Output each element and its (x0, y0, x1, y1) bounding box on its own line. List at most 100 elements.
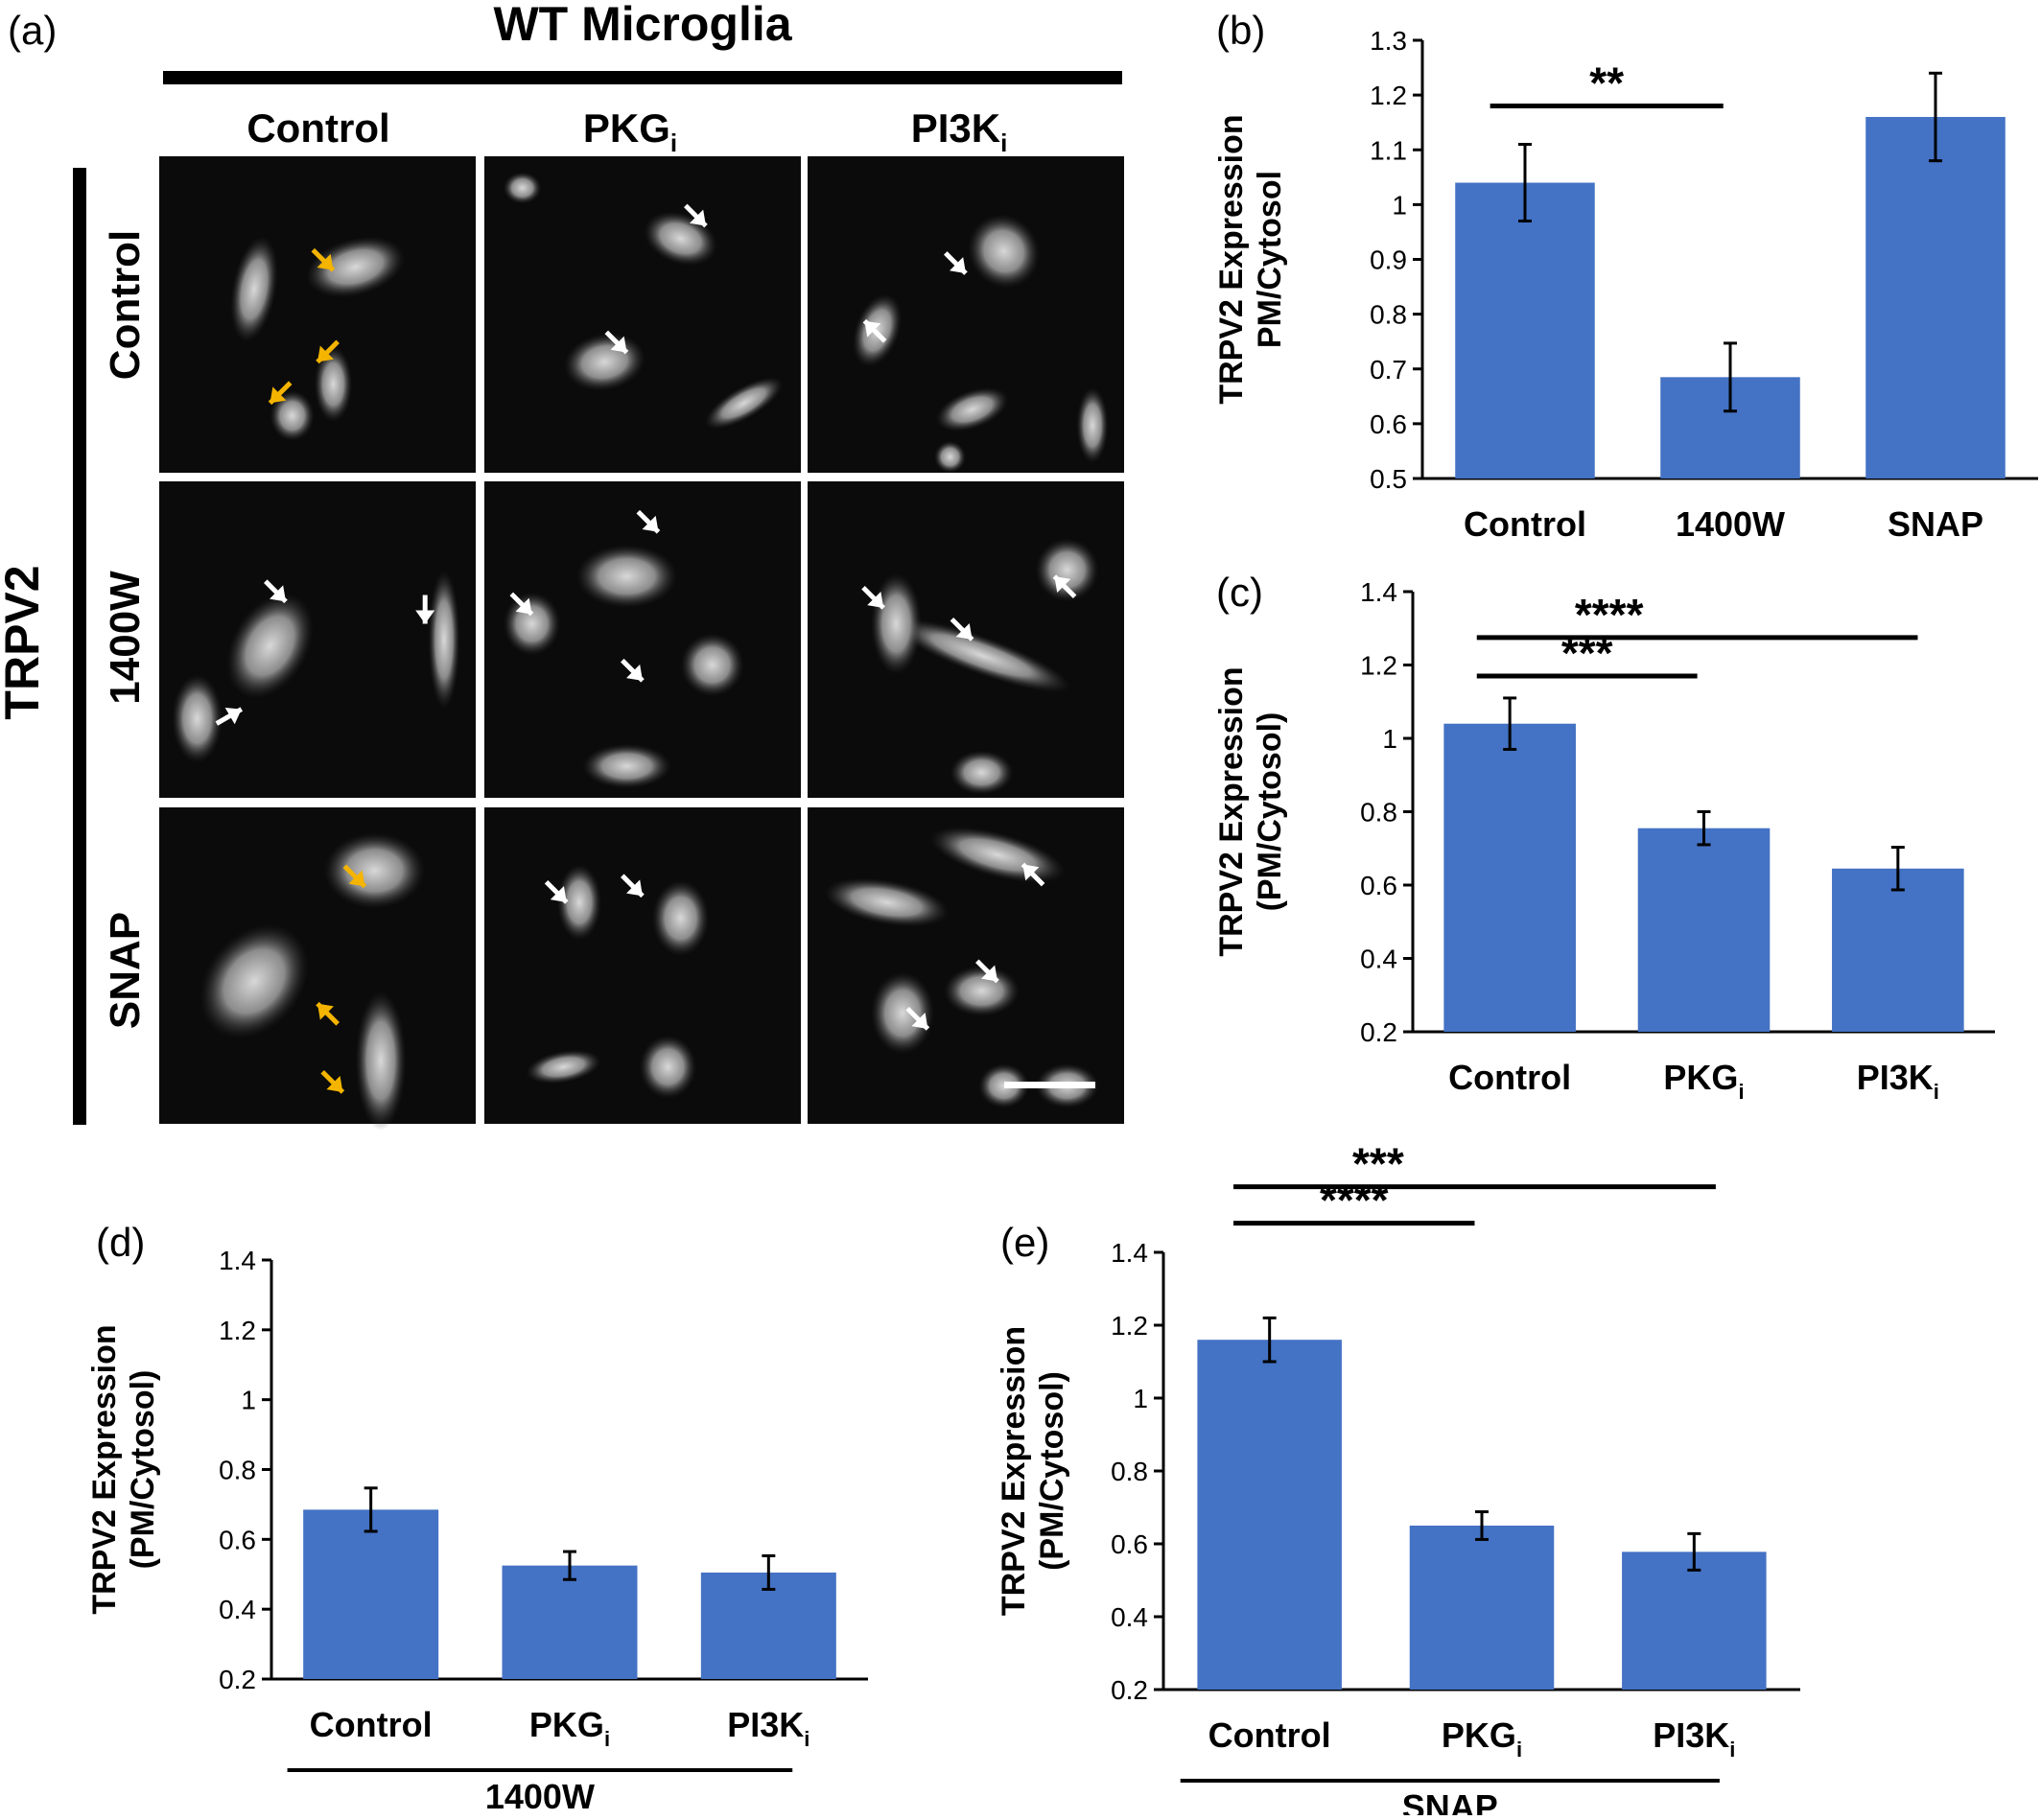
cell (935, 386, 1009, 432)
cell (270, 390, 315, 441)
white-arrow-icon (1052, 574, 1077, 598)
cell (526, 1049, 601, 1085)
cell (1035, 538, 1099, 602)
chart-c: (c) 0.2 0.4 0.6 0.8 1 1.2 1.4 TRPV2 Expression(P… (1213, 570, 1995, 1104)
row-rule (73, 168, 86, 1125)
cell (950, 750, 1014, 795)
significance-label: **** (1320, 1176, 1389, 1225)
chart-d: (d) 0.2 0.4 0.6 0.8 1 1.2 1.4 TRPV2 Expression(P… (86, 1220, 868, 1816)
panel-letter: (c) (1216, 570, 1263, 615)
white-arrow-icon (636, 509, 661, 534)
chart-b: (b) 0.5 0.6 0.7 0.8 0.9 1 1.1 1.2 1.3 TRPV2 Expres… (1213, 8, 2038, 544)
y-axis-label: TRPV2 Expression(PM/Cytosol) (86, 1324, 161, 1614)
y-axis-label: TRPV2 Expression(PM/Cytosol) (1213, 666, 1288, 956)
x-tick-label: PKGi (1442, 1715, 1522, 1762)
orange-arrow-icon (311, 247, 336, 272)
micrograph-1400w-control (159, 481, 476, 798)
y-tick-label: 1.1 (1370, 135, 1407, 165)
y-tick-label: 1.4 (219, 1246, 256, 1275)
y-tick-label: 0.6 (1360, 871, 1397, 900)
cell (639, 1035, 697, 1099)
micrograph-snap-pi3ki (808, 807, 1124, 1124)
white-arrow-icon (861, 586, 885, 610)
y-tick-label: 1 (1133, 1384, 1148, 1413)
x-tick-label: 1400W (1676, 504, 1785, 544)
panel-a: (a) WT Microglia Control PKGi PI3Ki TRPV… (0, 0, 1124, 1131)
cell (582, 743, 671, 789)
y-axis-label: TRPV2 ExpressionPM/Cytosol (1213, 114, 1288, 404)
y-tick-label: 0.2 (1360, 1017, 1397, 1047)
row-label-control: Control (102, 230, 149, 380)
significance-label: **** (1575, 590, 1644, 640)
y-tick-label: 0.6 (219, 1525, 256, 1554)
bar (1865, 116, 2006, 478)
x-tick-label: Control (1448, 1058, 1571, 1097)
white-arrow-icon (509, 592, 534, 617)
bar (1409, 1526, 1555, 1690)
cell (968, 214, 1041, 289)
y-tick-label: 1.4 (1360, 577, 1397, 607)
y-tick-label: 0.4 (1111, 1602, 1148, 1632)
x-tick-label: SNAP (1888, 504, 1983, 544)
cell (355, 991, 407, 1131)
cell (704, 377, 784, 430)
micrograph-grid (159, 156, 1124, 1131)
y-tick-label: 1.4 (1111, 1238, 1148, 1268)
y-tick-label: 1.2 (1360, 651, 1397, 681)
y-tick-label: 0.8 (1360, 798, 1397, 828)
y-tick-label: 1.3 (1370, 26, 1407, 56)
row-label-snap: SNAP (102, 912, 149, 1029)
x-tick-label: PI3Ki (1653, 1715, 1735, 1762)
white-arrow-icon (975, 959, 999, 984)
cell (428, 570, 460, 710)
y-tick-label: 0.6 (1370, 409, 1407, 439)
bar (303, 1509, 439, 1679)
cell (871, 971, 934, 1055)
orange-arrow-icon (268, 381, 293, 406)
column-label-pkgi: PKGi (583, 105, 677, 157)
white-arrow-icon (604, 330, 629, 355)
y-tick-label: 0.8 (1111, 1457, 1148, 1486)
x-tick-label: PI3Ki (727, 1705, 809, 1751)
chart-e: (e) 0.2 0.4 0.6 0.8 1 1.2 1.4 TRPV2 Expression(P… (996, 1139, 1800, 1820)
bar (502, 1565, 638, 1679)
cell (503, 592, 561, 656)
x-tick-label: PKGi (1663, 1058, 1744, 1104)
panel-letter: (e) (1000, 1220, 1049, 1265)
white-arrow-icon (621, 658, 645, 683)
cell (323, 832, 426, 909)
column-label-pi3ki: PI3Ki (911, 105, 1008, 157)
significance-label: *** (1352, 1139, 1404, 1189)
micrograph-snap-pkgi (484, 807, 801, 1124)
row-label-1400w: 1400W (102, 571, 149, 705)
y-tick-label: 1.2 (219, 1316, 256, 1345)
y-tick-label: 1 (241, 1386, 256, 1415)
white-arrow-icon (415, 595, 435, 624)
white-arrow-icon (684, 203, 708, 228)
y-tick-label: 0.2 (1111, 1675, 1148, 1705)
micrograph-1400w-pkgi (484, 481, 801, 798)
cell (871, 572, 922, 675)
orange-arrow-icon (316, 339, 340, 364)
charts: (b) 0.5 0.6 0.7 0.8 0.9 1 1.1 1.2 1.3 TRPV2 Expres… (86, 8, 2038, 1820)
cell (503, 172, 542, 204)
white-arrow-icon (621, 874, 645, 898)
column-label-control: Control (246, 105, 389, 151)
white-arrow-icon (950, 618, 974, 642)
cell (651, 879, 710, 957)
cell (556, 864, 602, 941)
panel-letter: (d) (96, 1220, 145, 1265)
cell (1076, 386, 1109, 464)
cell (978, 1063, 1029, 1108)
orange-arrow-icon (342, 864, 367, 889)
cell (934, 441, 966, 473)
panel-a-title: WT Microglia (493, 0, 792, 51)
group-label: SNAP (1402, 1787, 1498, 1815)
white-arrow-icon (905, 1007, 930, 1031)
y-tick-label: 0.7 (1370, 355, 1407, 385)
y-tick-label: 0.8 (219, 1456, 256, 1485)
cell (172, 674, 223, 763)
y-tick-label: 0.6 (1111, 1529, 1148, 1559)
x-tick-label: Control (310, 1705, 433, 1744)
